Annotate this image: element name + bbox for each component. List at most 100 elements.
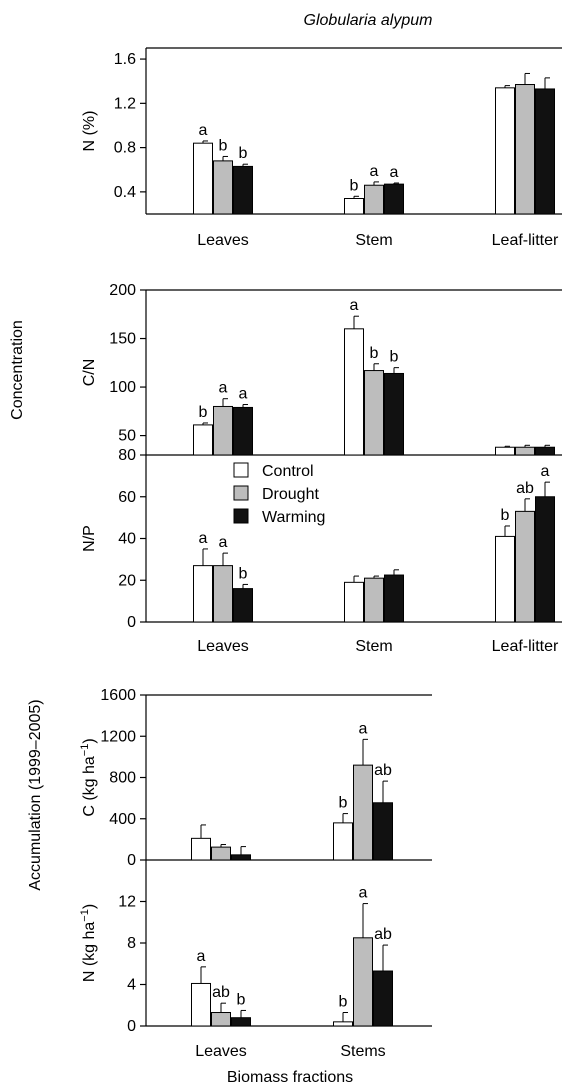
bar-control-leaves [191, 982, 211, 1027]
y-tick-label: 1200 [100, 728, 136, 745]
x-tick-label: Leaf-litter [492, 638, 559, 655]
legend-swatch-control [233, 462, 249, 478]
bar-control-leaves [193, 424, 213, 456]
significance-letter: a [390, 164, 399, 181]
bar-drought-stems [353, 937, 373, 1027]
bar-warming-leaves [233, 588, 253, 623]
x-tick-label: Leaves [197, 232, 249, 249]
bar-control-leaf-litter [495, 87, 515, 215]
bar-drought-stem [364, 577, 384, 623]
y-tick-label: 80 [118, 447, 136, 464]
bar-drought-leaves [213, 160, 233, 215]
bar-warming-leaf-litter [535, 88, 555, 215]
bar-warming-stems [373, 970, 393, 1027]
y-tick-label: 0 [127, 852, 136, 869]
bar-control-stem [344, 581, 364, 623]
bar-warming-stem [384, 183, 404, 215]
significance-letter: a [197, 948, 206, 965]
y-axis-label: N (%) [81, 111, 98, 152]
significance-letter: a [359, 885, 368, 902]
legend-label-warming: Warming [262, 509, 325, 526]
accumulation-group-label: Accumulation (1999–2005) [27, 699, 44, 890]
y-tick-label: 1.2 [114, 95, 136, 112]
significance-letter: a [219, 534, 228, 551]
significance-letter: a [239, 386, 248, 403]
x-tick-label: Stem [355, 638, 392, 655]
bar-control-leaves [193, 142, 213, 215]
significance-letter: ab [374, 926, 392, 943]
significance-letter: a [541, 463, 550, 480]
bar-drought-leaves [213, 565, 233, 623]
y-axis-label: C/N [81, 359, 98, 387]
concentration-group-label: Concentration [9, 320, 26, 420]
significance-letter: a [199, 122, 208, 139]
bar-control-leaf-litter [495, 535, 515, 623]
significance-letter: a [350, 297, 359, 314]
y-tick-label: 0 [127, 1018, 136, 1035]
panel-c_acc: 0 400 800 1200 1600 C (kg ha−1) b a ab [79, 687, 432, 869]
bar-drought-stem [364, 370, 384, 456]
y-tick-label: 0 [127, 614, 136, 631]
x-tick-label: Leaves [197, 638, 249, 655]
y-tick-label: 100 [109, 379, 136, 396]
significance-letter: a [199, 530, 208, 547]
y-tick-label: 20 [118, 572, 136, 589]
bar-control-stems [333, 1021, 353, 1027]
x-tick-label: Leaf-litter [492, 232, 559, 249]
bar-drought-leaf-litter [515, 84, 535, 215]
y-tick-label: 60 [118, 489, 136, 506]
significance-letter: b [350, 177, 359, 194]
bar-drought-leaves [211, 1012, 231, 1027]
significance-letter: b [390, 349, 399, 366]
significance-letter: b [501, 507, 510, 524]
bar-warming-stems [373, 802, 393, 861]
y-tick-label: 400 [109, 811, 136, 828]
bar-warming-leaf-litter [535, 496, 555, 623]
significance-letter: ab [516, 480, 534, 497]
y-tick-label: 0.4 [114, 184, 136, 201]
bar-warming-leaf-litter [535, 446, 555, 456]
bar-drought-stems [353, 764, 373, 861]
y-tick-label: 4 [127, 977, 136, 994]
significance-letter: b [239, 565, 248, 582]
y-tick-label: 800 [109, 770, 136, 787]
bar-control-leaves [193, 565, 213, 623]
y-tick-label: 1600 [100, 687, 136, 704]
significance-letter: b [339, 994, 348, 1011]
bar-warming-leaves [233, 165, 253, 215]
significance-letter: b [370, 345, 379, 362]
y-axis-label: C (kg ha−1) [79, 738, 98, 816]
legend-swatch-drought [233, 485, 249, 501]
bar-warming-leaves [231, 854, 251, 861]
bar-drought-stem [364, 184, 384, 215]
y-tick-label: 1.6 [114, 51, 136, 68]
y-tick-label: 150 [109, 331, 136, 348]
bar-control-leaf-litter [495, 446, 515, 456]
legend-label-control: Control [262, 463, 314, 480]
significance-letter: a [370, 163, 379, 180]
legend-label-drought: Drought [262, 486, 319, 503]
y-axis-label: N (kg ha−1) [79, 904, 98, 982]
bar-control-stem [344, 328, 364, 456]
bar-drought-leaf-litter [515, 446, 535, 456]
y-tick-label: 50 [118, 428, 136, 445]
significance-letter: b [199, 404, 208, 421]
x-tick-label: Stem [355, 232, 392, 249]
bar-warming-leaves [231, 1017, 251, 1027]
legend: Control Drought Warming [233, 462, 325, 526]
significance-letter: ab [374, 762, 392, 779]
bar-warming-leaves [233, 406, 253, 456]
x-tick-label: Stems [340, 1043, 385, 1060]
bar-control-stems [333, 822, 353, 861]
bar-drought-leaves [211, 846, 231, 861]
figure-title: Globularia alypum [304, 12, 433, 29]
significance-letter: b [237, 991, 246, 1008]
significance-letter: b [339, 795, 348, 812]
x-axis-title: Biomass fractions [227, 1069, 353, 1086]
y-tick-label: 200 [109, 282, 136, 299]
